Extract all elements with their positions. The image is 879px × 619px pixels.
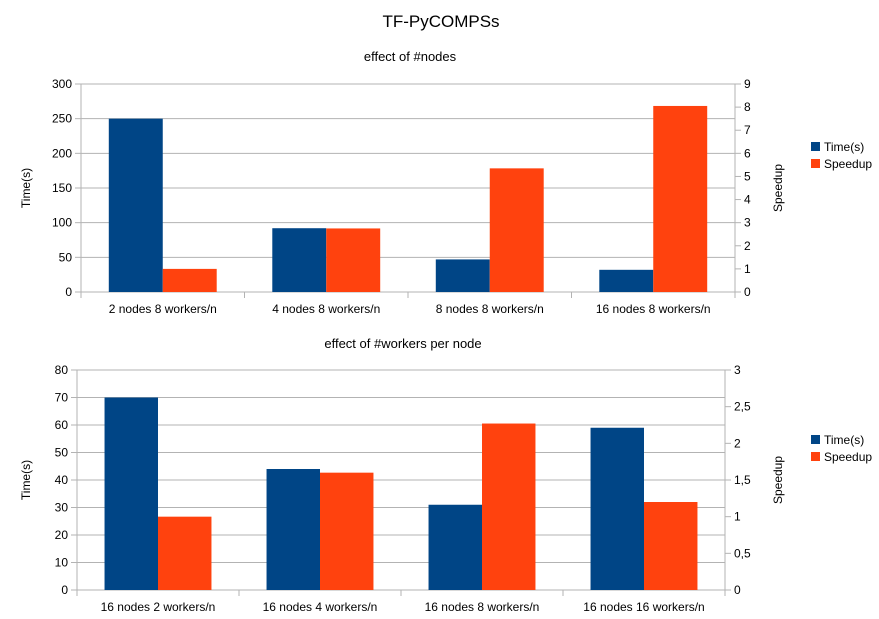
right-axis-tick-label: 7 xyxy=(744,123,751,137)
x-axis-tick-label: 16 nodes 16 workers/n xyxy=(583,600,704,614)
x-axis-tick-label: 16 nodes 2 workers/n xyxy=(101,600,216,614)
time-bar xyxy=(599,269,654,292)
right-axis-tick-label: 2 xyxy=(734,436,741,450)
speedup-bar xyxy=(158,516,212,590)
workers-chart: effect of #workers per node0102030405060… xyxy=(19,336,872,614)
left-axis-tick-label: 20 xyxy=(55,528,69,542)
left-axis-tick-label: 50 xyxy=(55,446,69,460)
right-axis-tick-label: 9 xyxy=(744,77,751,91)
legend-speedup-label: Speedup xyxy=(824,450,872,464)
legend-speedup-swatch xyxy=(811,452,820,461)
left-axis-tick-label: 300 xyxy=(52,77,72,91)
left-axis-tick-label: 60 xyxy=(55,418,69,432)
left-axis-tick-label: 70 xyxy=(55,391,69,405)
x-axis-tick-label: 16 nodes 8 workers/n xyxy=(425,600,540,614)
legend-time-label: Time(s) xyxy=(824,140,864,154)
right-axis-tick-label: 3 xyxy=(734,363,741,377)
time-bar xyxy=(108,118,163,293)
legend-speedup-swatch xyxy=(811,159,820,168)
speedup-bar xyxy=(320,472,374,590)
speedup-bar xyxy=(489,168,544,292)
speedup-bar xyxy=(162,268,217,292)
left-axis-tick-label: 10 xyxy=(55,556,69,570)
time-bar xyxy=(435,259,490,292)
right-axis-tick-label: 2,5 xyxy=(734,400,751,414)
nodes-chart: effect of #nodes 0 50 100 150 200 250 300 0 1 2 3 4 5… xyxy=(19,49,872,316)
x-axis-tick-label: 8 nodes 8 workers/n xyxy=(436,302,544,316)
x-axis-tick-label: 4 nodes 8 workers/n xyxy=(272,302,380,316)
left-axis-tick-label: 30 xyxy=(55,501,69,515)
speedup-bar xyxy=(482,423,536,590)
right-axis-tick-label: 6 xyxy=(744,146,751,160)
left-axis-tick-label: 250 xyxy=(52,112,72,126)
left-axis-tick-label: 40 xyxy=(55,473,69,487)
right-axis-tick-label: 3 xyxy=(744,216,751,230)
legend-time-swatch xyxy=(811,435,820,444)
x-axis-tick-label: 16 nodes 8 workers/n xyxy=(596,302,711,316)
speedup-bar xyxy=(653,105,708,292)
time-bar xyxy=(104,397,158,590)
right-axis-tick-label: 0,5 xyxy=(734,546,751,560)
speedup-bar xyxy=(326,228,381,292)
left-axis-title: Time(s) xyxy=(19,168,33,208)
time-bar xyxy=(266,469,320,590)
left-axis-tick-label: 80 xyxy=(55,363,69,377)
legend-speedup-label: Speedup xyxy=(824,157,872,171)
x-axis-tick-label: 16 nodes 4 workers/n xyxy=(263,600,378,614)
right-axis-tick-label: 5 xyxy=(744,169,751,183)
left-axis-tick-label: 150 xyxy=(52,181,72,195)
right-axis-title: Speedup xyxy=(771,456,785,504)
right-axis-tick-label: 1 xyxy=(744,262,751,276)
right-axis-tick-label: 0 xyxy=(734,583,741,597)
time-bar xyxy=(272,228,327,292)
right-axis-tick-label: 1 xyxy=(734,510,741,524)
time-bar xyxy=(428,504,482,590)
left-axis-tick-label: 100 xyxy=(52,216,72,230)
left-axis-title: Time(s) xyxy=(19,460,33,500)
chart-title: effect of #nodes xyxy=(364,49,457,64)
left-axis-tick-label: 50 xyxy=(59,250,73,264)
right-axis-tick-label: 0 xyxy=(744,285,751,299)
chart-title: effect of #workers per node xyxy=(324,336,481,351)
speedup-bar xyxy=(644,502,698,590)
right-axis-tick-label: 8 xyxy=(744,100,751,114)
x-axis-tick-label: 2 nodes 8 workers/n xyxy=(109,302,217,316)
left-axis-tick-label: 0 xyxy=(65,285,72,299)
legend-time-label: Time(s) xyxy=(824,433,864,447)
legend-time-swatch xyxy=(811,142,820,151)
right-axis-title: Speedup xyxy=(771,164,785,212)
left-axis-tick-label: 200 xyxy=(52,146,72,160)
time-bar xyxy=(590,427,644,590)
left-axis-tick-label: 0 xyxy=(61,583,68,597)
right-axis-tick-label: 2 xyxy=(744,239,751,253)
right-axis-tick-label: 4 xyxy=(744,193,751,207)
figure-title: TF-PyCOMPSs xyxy=(382,12,499,31)
right-axis-tick-label: 1,5 xyxy=(734,473,751,487)
